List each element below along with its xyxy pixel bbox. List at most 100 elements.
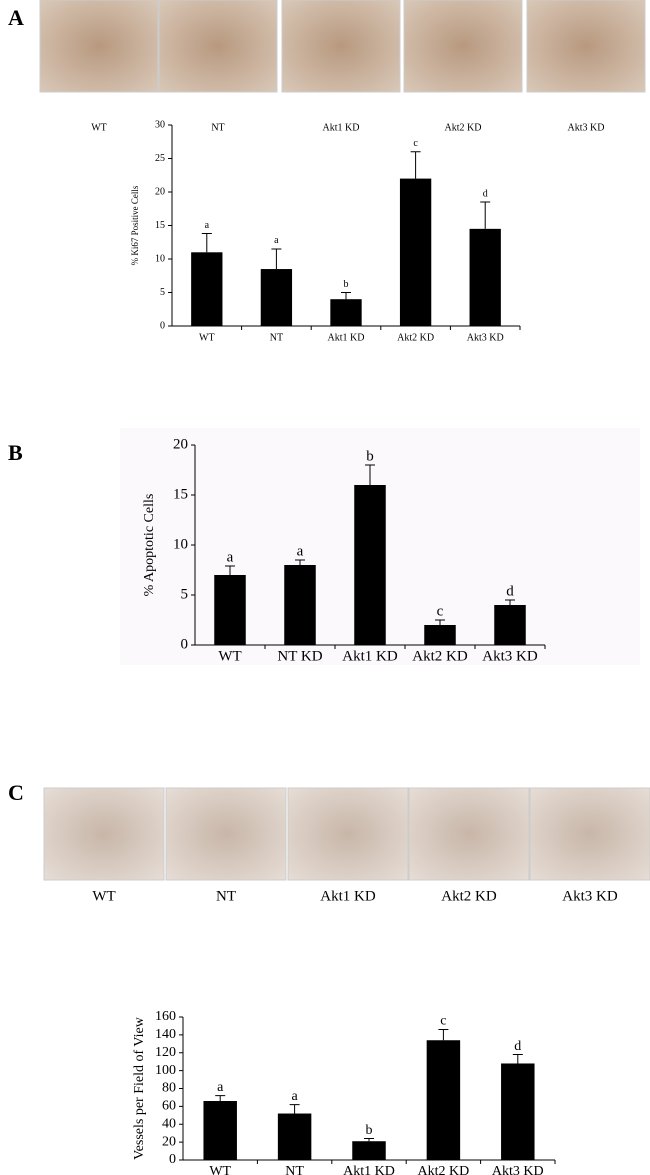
y-tick-label: 20 <box>162 1134 176 1149</box>
micrograph <box>165 787 287 881</box>
error-bar <box>365 464 375 485</box>
y-tick-label: 15 <box>155 220 165 231</box>
micrograph <box>281 0 401 93</box>
image-label: Akt2 KD <box>441 888 497 904</box>
significance-label: b <box>366 448 374 464</box>
significance-label: c <box>437 603 444 619</box>
error-bar <box>512 1054 523 1064</box>
error-bar <box>480 201 491 229</box>
bar <box>214 575 246 645</box>
error-bar <box>438 1029 449 1041</box>
error-bar <box>435 619 445 625</box>
bar <box>424 625 456 645</box>
bar <box>203 1101 237 1160</box>
x-tick-label: NT KD <box>277 648 322 664</box>
image-label: WT <box>92 888 115 904</box>
y-tick-label: 80 <box>162 1081 176 1096</box>
y-tick-label: 10 <box>155 253 165 264</box>
error-bar <box>225 565 235 575</box>
error-bar <box>201 233 212 253</box>
panel-label: A <box>8 5 24 30</box>
significance-label: a <box>205 220 210 231</box>
x-tick-label: NT <box>285 1164 304 1175</box>
error-bar <box>215 1095 226 1102</box>
error-bar <box>505 599 515 605</box>
bar <box>260 269 293 326</box>
bar <box>354 485 386 645</box>
x-tick-label: NT <box>270 332 283 343</box>
x-tick-label: Akt1 KD <box>342 648 398 664</box>
micrograph <box>158 0 278 93</box>
x-tick-label: Akt2 KD <box>412 648 468 664</box>
y-tick-label: 40 <box>162 1116 176 1131</box>
y-tick-label: 20 <box>173 436 188 452</box>
x-tick-label: WT <box>199 332 215 343</box>
significance-label: d <box>506 583 514 599</box>
error-bar <box>295 559 305 565</box>
micrograph <box>529 787 650 881</box>
y-tick-label: 0 <box>169 1152 176 1167</box>
error-bar <box>410 151 421 179</box>
bar <box>330 299 362 326</box>
micrograph <box>39 0 159 93</box>
bar <box>399 178 432 326</box>
x-tick-label: WT <box>218 648 241 664</box>
bar <box>352 1141 386 1160</box>
image-label: WT <box>91 122 107 133</box>
micrograph <box>408 787 530 881</box>
significance-label: a <box>297 543 304 559</box>
y-tick-label: 20 <box>155 186 165 197</box>
image-label: Akt2 KD <box>445 122 482 133</box>
bar <box>284 565 316 645</box>
image-label: Akt1 KD <box>323 122 360 133</box>
image-label: NT <box>216 888 236 904</box>
bar <box>191 252 223 326</box>
y-tick-label: 120 <box>155 1045 176 1060</box>
y-tick-label: 25 <box>155 153 165 164</box>
bar <box>494 605 526 645</box>
bar <box>426 1040 461 1160</box>
significance-label: d <box>483 188 488 199</box>
y-tick-label: 60 <box>162 1099 176 1114</box>
y-axis-label: Vessels per Field of View <box>132 1016 147 1160</box>
y-tick-label: 10 <box>173 536 188 552</box>
image-label: Akt1 KD <box>320 888 376 904</box>
x-tick-label: Akt1 KD <box>328 332 365 343</box>
significance-label: c <box>440 1014 446 1029</box>
y-tick-label: 5 <box>181 586 189 602</box>
significance-label: a <box>227 549 234 565</box>
x-tick-label: Akt3 KD <box>467 332 504 343</box>
x-tick-label: Akt3 KD <box>492 1164 544 1175</box>
y-tick-label: 15 <box>173 486 188 502</box>
panel-label: B <box>8 440 23 465</box>
micrograph <box>287 787 409 881</box>
y-axis-label: % Ki67 Positive Cells <box>130 185 140 265</box>
bar <box>501 1063 535 1160</box>
error-bar <box>289 1104 300 1114</box>
significance-label: b <box>366 1123 373 1138</box>
y-tick-label: 0 <box>181 636 189 652</box>
x-tick-label: Akt1 KD <box>343 1164 395 1175</box>
panel-label: C <box>8 780 24 805</box>
x-tick-label: Akt3 KD <box>482 648 538 664</box>
significance-label: a <box>291 1089 298 1104</box>
micrograph <box>526 0 646 93</box>
error-bar <box>341 292 351 300</box>
significance-label: b <box>344 279 349 290</box>
error-bar <box>271 248 282 270</box>
x-tick-label: WT <box>209 1164 231 1175</box>
micrograph <box>403 0 523 93</box>
image-label: Akt3 KD <box>568 122 605 133</box>
y-axis-label: % Apoptotic Cells <box>142 494 157 597</box>
bar <box>277 1113 312 1160</box>
x-tick-label: Akt2 KD <box>418 1164 470 1175</box>
image-label: NT <box>211 122 224 133</box>
image-label: Akt3 KD <box>562 888 618 904</box>
y-tick-label: 0 <box>160 320 165 331</box>
significance-label: a <box>274 235 279 246</box>
y-tick-label: 30 <box>155 119 165 130</box>
bar <box>469 228 501 326</box>
significance-label: c <box>413 138 418 149</box>
y-tick-label: 160 <box>155 1009 176 1024</box>
